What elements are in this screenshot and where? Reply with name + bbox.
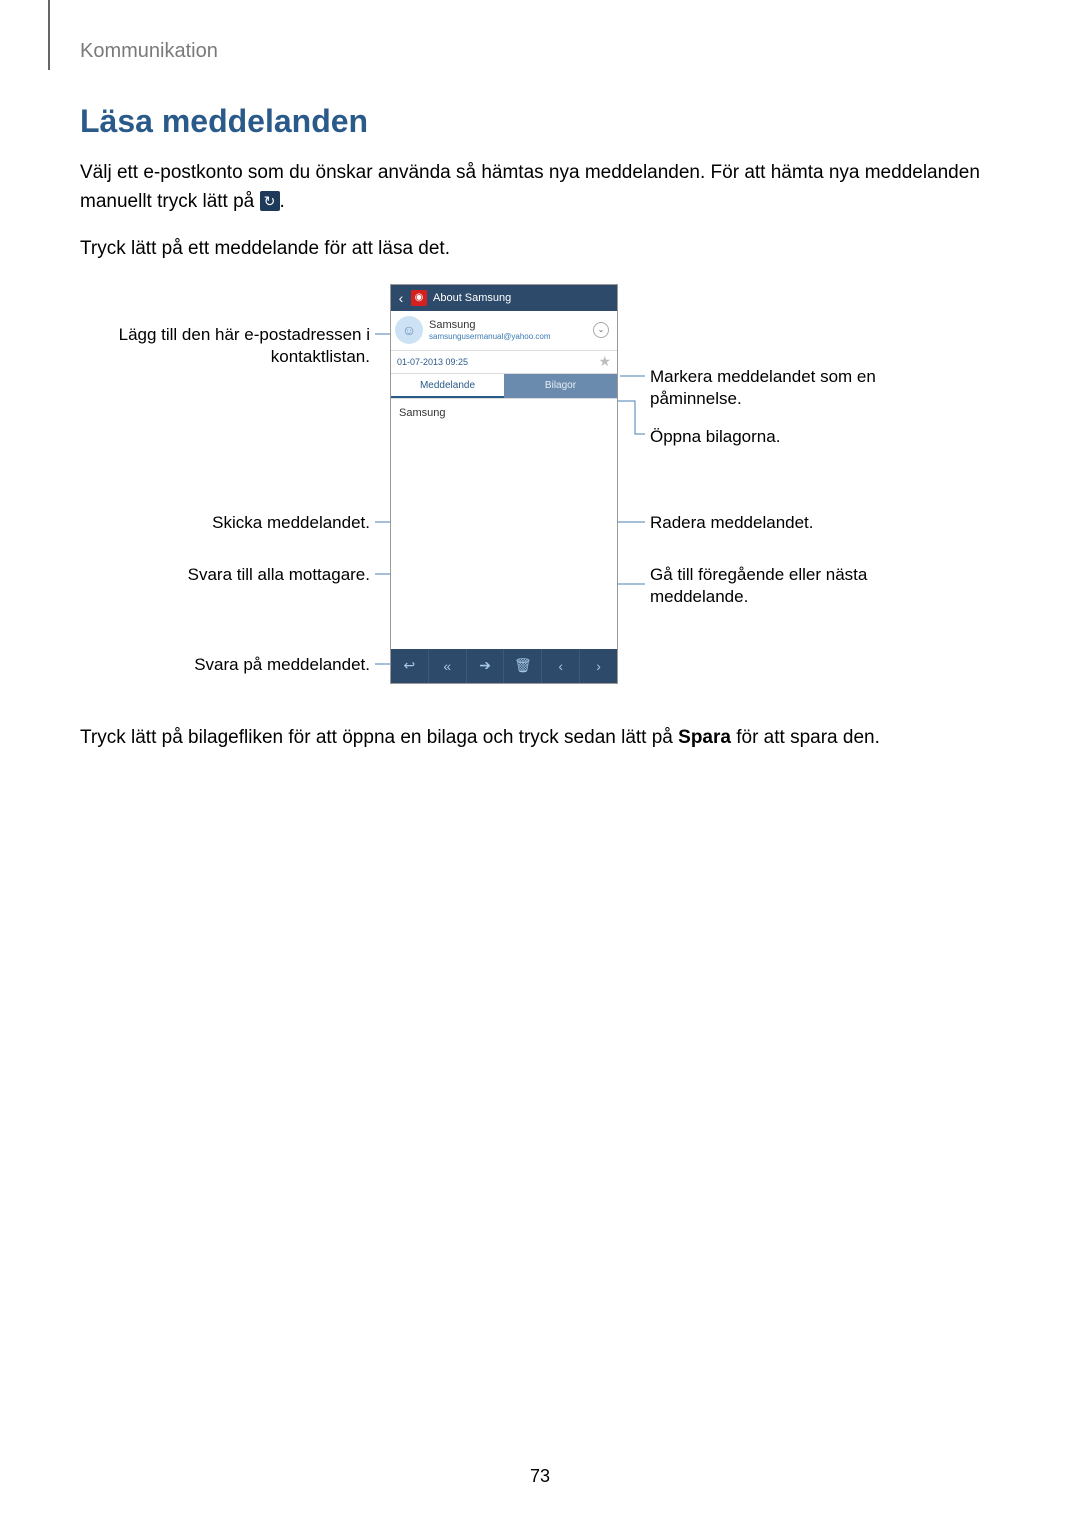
instruction-line: Tryck lätt på ett meddelande för att läs…	[80, 235, 1000, 264]
reply-icon[interactable]: ↩	[391, 649, 429, 683]
star-icon[interactable]: ★	[598, 353, 611, 370]
callout-reply-all: Svara till alla mottagare.	[80, 564, 370, 586]
prev-icon[interactable]: ‹	[542, 649, 580, 683]
tab-attachments[interactable]: Bilagor	[504, 374, 617, 398]
callout-prev-next: Gå till föregående eller nästa meddeland…	[650, 564, 970, 608]
delete-icon[interactable]: 🗑	[504, 649, 542, 683]
after-figure-bold: Spara	[678, 727, 736, 748]
header-title: About Samsung	[433, 292, 511, 304]
phone-screenshot: ‹ ◉ About Samsung ☺ Samsung samsunguserm…	[390, 284, 618, 684]
callout-attachments: Öppna bilagorna.	[650, 426, 970, 448]
after-figure-paragraph: Tryck lätt på bilagefliken för att öppna…	[80, 724, 1000, 753]
avatar-icon[interactable]: ☺	[395, 316, 423, 344]
section-title: Läsa meddelanden	[80, 103, 1000, 140]
after-figure-pre: Tryck lätt på bilagefliken för att öppna…	[80, 727, 678, 748]
left-margin-line	[48, 0, 50, 70]
breadcrumb: Kommunikation	[80, 40, 1000, 63]
sender-email: samsungusermanual@yahoo.com	[429, 332, 593, 342]
intro-text-2: .	[280, 191, 285, 212]
back-icon[interactable]: ‹	[391, 290, 411, 306]
after-figure-post: för att spara den.	[736, 727, 880, 748]
email-header: ‹ ◉ About Samsung	[391, 285, 617, 311]
callout-send: Skicka meddelandet.	[80, 512, 370, 534]
app-icon: ◉	[411, 290, 427, 306]
callout-reply: Svara på meddelandet.	[80, 654, 370, 676]
sender-name: Samsung	[429, 319, 593, 332]
next-icon[interactable]: ›	[580, 649, 617, 683]
sender-info: Samsung samsungusermanual@yahoo.com	[429, 319, 593, 342]
refresh-icon: ↻	[260, 191, 280, 211]
page-number: 73	[0, 1466, 1080, 1487]
tabs-row: Meddelande Bilagor	[391, 374, 617, 399]
message-body: Samsung	[391, 399, 617, 637]
forward-icon[interactable]: ➔	[467, 649, 505, 683]
callout-delete: Radera meddelandet.	[650, 512, 970, 534]
toolbar: ↩ « ➔ 🗑 ‹ ›	[391, 649, 617, 683]
expand-icon[interactable]: ⌄	[593, 322, 609, 338]
tab-message[interactable]: Meddelande	[391, 374, 504, 398]
message-date: 01-07-2013 09:25	[397, 357, 468, 367]
date-row: 01-07-2013 09:25 ★	[391, 351, 617, 374]
intro-paragraph: Välj ett e-postkonto som du önskar använ…	[80, 159, 1000, 216]
callout-add-contact: Lägg till den här e-postadressen i konta…	[80, 324, 370, 368]
sender-row: ☺ Samsung samsungusermanual@yahoo.com ⌄	[391, 311, 617, 351]
intro-text-1: Välj ett e-postkonto som du önskar använ…	[80, 162, 980, 212]
reply-all-icon[interactable]: «	[429, 649, 467, 683]
figure-area: Lägg till den här e-postadressen i konta…	[80, 284, 1000, 694]
callout-star: Markera meddelandet som en påminnelse.	[650, 366, 970, 410]
